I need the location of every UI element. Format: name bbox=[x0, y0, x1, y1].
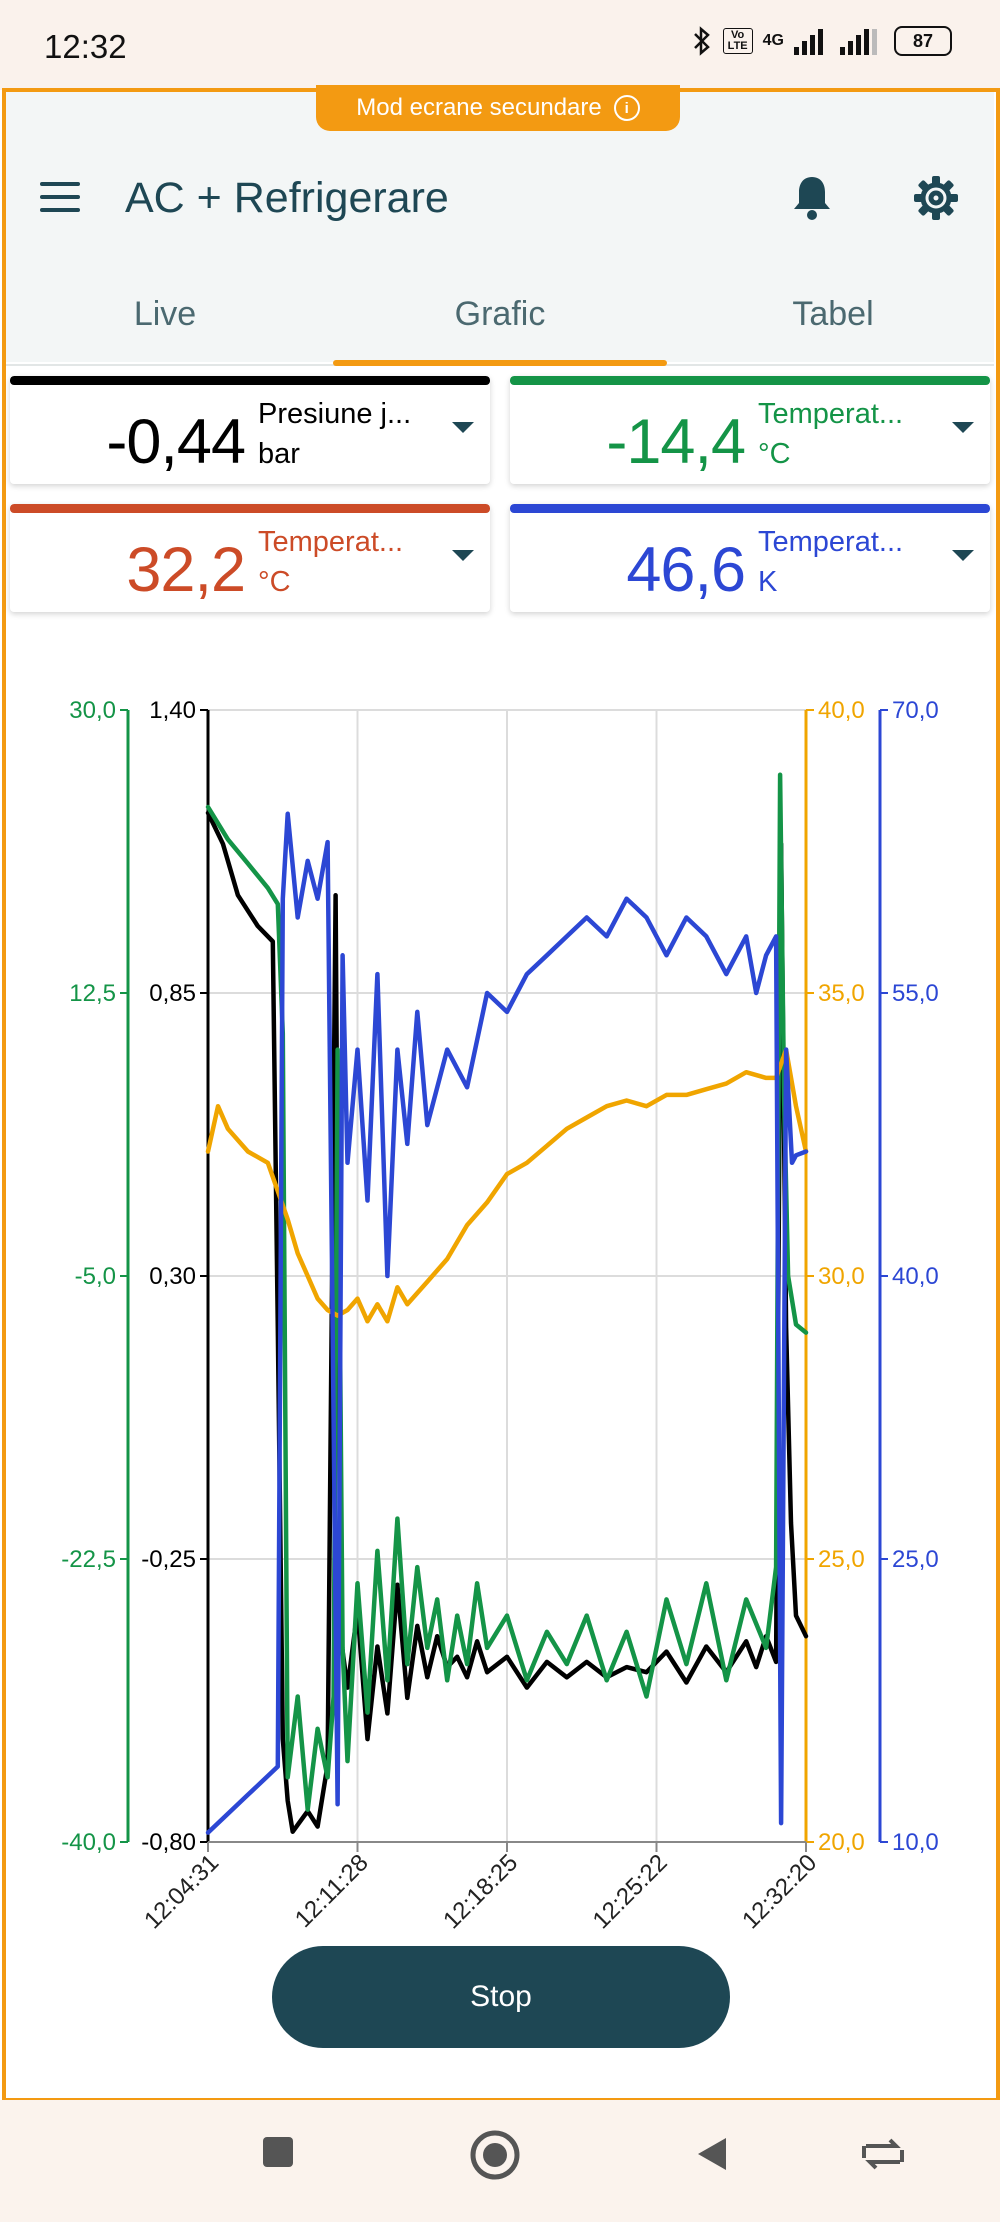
dropdown-caret-icon[interactable] bbox=[952, 550, 974, 561]
axis-tick-label-blue: 55,0 bbox=[892, 980, 939, 1007]
value-card-temp-orange[interactable]: 32,2 Temperat... °C bbox=[10, 504, 490, 612]
axis-tick-label-black: -0,25 bbox=[141, 1546, 196, 1573]
card-color-bar bbox=[10, 376, 490, 385]
trend-chart[interactable]: 30,0 12,5 -5,0 -22,5 -40,0 1,40 0,85 0,30 -0,25 -… bbox=[0, 680, 1000, 1940]
info-icon[interactable]: i bbox=[613, 95, 640, 121]
axis-tick-label-green: -5,0 bbox=[75, 1263, 116, 1290]
dropdown-caret-icon[interactable] bbox=[952, 422, 974, 433]
axis-tick-label-blue: 10,0 bbox=[892, 1829, 939, 1856]
axis-tick-label-black: 0,85 bbox=[149, 980, 196, 1007]
status-bar: 12:32 Vo LTE 4G 87 bbox=[0, 0, 1000, 90]
series-line-orange bbox=[205, 1047, 809, 1324]
axis-tick-label-blue: 70,0 bbox=[892, 697, 939, 724]
gear-icon[interactable] bbox=[912, 174, 960, 222]
axis-tick-label-orange: 20,0 bbox=[818, 1829, 865, 1856]
page-title: AC + Refrigerare bbox=[125, 174, 449, 222]
volte-badge: Vo LTE bbox=[722, 28, 753, 54]
card-color-bar bbox=[510, 504, 990, 513]
card-label: Presiune j... bbox=[258, 398, 412, 430]
axis-tick-label-green: -22,5 bbox=[61, 1546, 116, 1573]
x-tick-label: 12:04:31 bbox=[139, 1849, 224, 1934]
series-line-blue bbox=[205, 811, 809, 1835]
secondary-screens-banner[interactable]: Mod ecrane secundare i bbox=[316, 85, 680, 131]
bell-icon[interactable] bbox=[790, 173, 834, 221]
bluetooth-icon bbox=[693, 26, 710, 56]
axis-tick-label-blue: 40,0 bbox=[892, 1263, 939, 1290]
x-tick-label: 12:32:20 bbox=[737, 1849, 822, 1934]
axis-tick-label-black: 0,30 bbox=[149, 1263, 196, 1290]
card-label: Temperat... bbox=[258, 526, 404, 558]
card-value: 46,6 bbox=[626, 535, 746, 605]
axis-tick-label-orange: 35,0 bbox=[818, 980, 865, 1007]
axis-tick-label-orange: 30,0 bbox=[818, 1263, 865, 1290]
x-tick-label: 12:11:28 bbox=[290, 1849, 374, 1933]
tab-tabel[interactable]: Tabel bbox=[792, 295, 874, 333]
signal-icon-2 bbox=[840, 29, 877, 55]
tab-grafic[interactable]: Grafic bbox=[454, 295, 546, 333]
value-card-pressure[interactable]: -0,44 Presiune j... bar bbox=[10, 376, 490, 484]
status-time: 12:32 bbox=[44, 28, 127, 65]
series-line-green bbox=[205, 772, 809, 1812]
axis-tick-label-black: -0,80 bbox=[141, 1829, 196, 1856]
back-triangle-icon[interactable] bbox=[692, 2134, 732, 2179]
card-unit: bar bbox=[258, 438, 300, 470]
tab-live[interactable]: Live bbox=[133, 295, 197, 333]
dropdown-caret-icon[interactable] bbox=[452, 422, 474, 433]
stop-button[interactable]: Stop bbox=[272, 1946, 730, 2048]
dropdown-caret-icon[interactable] bbox=[452, 550, 474, 561]
home-circle-icon[interactable] bbox=[468, 2128, 522, 2187]
card-unit: K bbox=[758, 566, 778, 598]
axis-tick-label-blue: 25,0 bbox=[892, 1546, 939, 1573]
card-unit: °C bbox=[258, 566, 291, 598]
banner-label: Mod ecrane secundare bbox=[356, 94, 602, 121]
status-icons: Vo LTE 4G 87 bbox=[691, 26, 952, 56]
battery-indicator: 87 bbox=[894, 26, 952, 56]
axis-tick-label-black: 1,40 bbox=[149, 697, 196, 724]
x-tick-label: 12:18:25 bbox=[438, 1849, 523, 1934]
card-value: 32,2 bbox=[126, 535, 246, 605]
card-label: Temperat... bbox=[758, 526, 904, 558]
card-color-bar bbox=[10, 504, 490, 513]
axis-tick-label-green: 12,5 bbox=[69, 980, 116, 1007]
signal-icon bbox=[794, 29, 823, 55]
active-tab-indicator bbox=[333, 360, 667, 366]
card-value: -0,44 bbox=[106, 407, 246, 477]
value-card-temp-blue[interactable]: 46,6 Temperat... K bbox=[510, 504, 990, 612]
axis-tick-label-green: 30,0 bbox=[69, 697, 116, 724]
value-card-temp-green[interactable]: -14,4 Temperat... °C bbox=[510, 376, 990, 484]
card-unit: °C bbox=[758, 438, 791, 470]
square-icon[interactable] bbox=[260, 2134, 296, 2175]
card-label: Temperat... bbox=[758, 398, 904, 430]
card-value: -14,4 bbox=[606, 407, 746, 477]
axis-tick-label-green: -40,0 bbox=[61, 1829, 116, 1856]
card-color-bar bbox=[510, 376, 990, 385]
axis-tick-label-orange: 25,0 bbox=[818, 1546, 865, 1573]
hamburger-icon[interactable] bbox=[40, 182, 84, 212]
network-label: 4G bbox=[762, 32, 784, 49]
axis-tick-label-orange: 40,0 bbox=[818, 697, 865, 724]
app-header bbox=[6, 92, 994, 362]
x-tick-label: 12:25:22 bbox=[588, 1849, 673, 1934]
switch-icon[interactable] bbox=[860, 2134, 906, 2179]
